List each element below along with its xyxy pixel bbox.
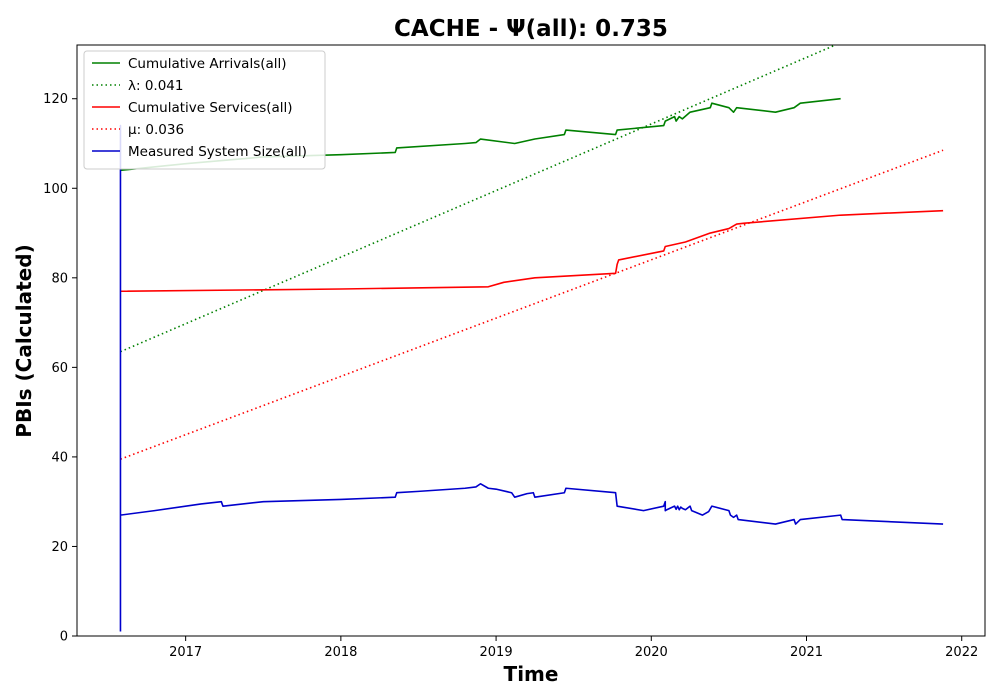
legend-label-0-041-1: λ: 0.041 (128, 78, 183, 94)
x-tick-label-2019: 2019 (480, 645, 513, 660)
y-tick-label-80: 80 (51, 271, 68, 286)
chart-title: CACHE - Ψ(all): 0.735 (394, 16, 668, 42)
y-axis-title: PBIs (Calculated) (12, 244, 36, 437)
y-tick-label-0: 0 (60, 630, 68, 645)
series-line-cumulative-services-all-2 (120, 209, 944, 293)
legend-box (83, 50, 326, 170)
y-tick-label-40: 40 (51, 450, 68, 465)
y-tick-label-100: 100 (43, 182, 68, 197)
legend: Cumulative Arrivals(all) λ: 0.041 Cumulati… (83, 50, 326, 170)
series-layer (119, 45, 944, 632)
plot-frame (76, 44, 986, 637)
y-tick-label-20: 20 (51, 540, 68, 555)
y-axis: 0 20 40 60 80 100 120 (43, 92, 77, 645)
x-tick-label-2020: 2020 (635, 645, 668, 660)
y-tick-label-120: 120 (43, 92, 68, 107)
series-line-0-041-1 (120, 45, 838, 353)
legend-label-0-036-3: μ: 0.036 (128, 122, 184, 138)
x-tick-label-2018: 2018 (324, 645, 357, 660)
x-axis: 2017 2018 2019 2020 2021 2022 (169, 636, 978, 660)
series-line-measured-system-size-all-4 (119, 124, 944, 632)
x-tick-label-2021: 2021 (790, 645, 823, 660)
legend-label-cumulative-arrivals-all-0: Cumulative Arrivals(all) (128, 56, 287, 72)
x-tick-label-2017: 2017 (169, 645, 202, 660)
series-line-cumulative-arrivals-all-0 (120, 97, 841, 172)
x-axis-title: Time (504, 662, 559, 686)
x-tick-label-2022: 2022 (945, 645, 978, 660)
y-tick-label-60: 60 (51, 361, 68, 376)
legend-label-cumulative-services-all-2: Cumulative Services(all) (128, 100, 293, 116)
legend-label-measured-system-size-all-4: Measured System Size(all) (128, 144, 307, 160)
